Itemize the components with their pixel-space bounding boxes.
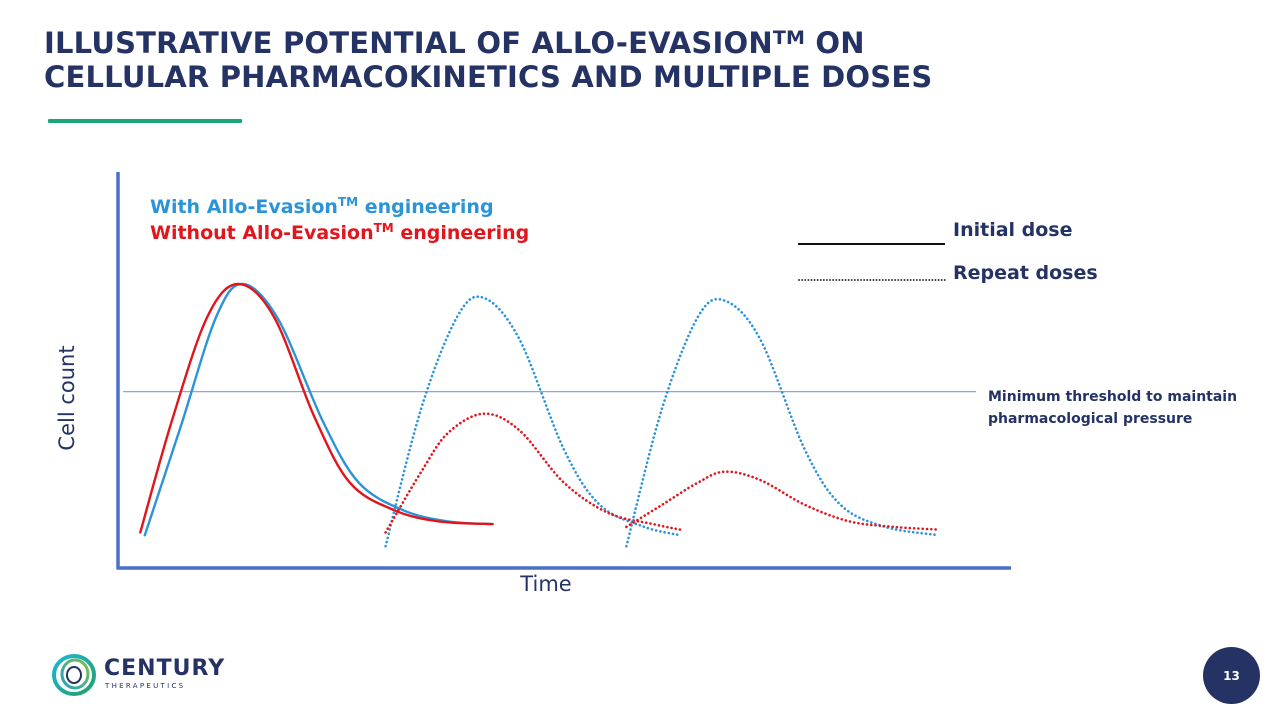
series-line-with-allo-evasion-repeat-1 bbox=[384, 295, 682, 548]
line-style-legend-label-initial: Initial dose bbox=[953, 219, 1073, 241]
title-line-2: CELLULAR PHARMACOKINETICS AND MULTIPLE D… bbox=[44, 60, 933, 94]
x-axis-label: Time bbox=[519, 572, 571, 596]
series-line-with-allo-evasion-initial bbox=[143, 282, 494, 537]
page-number-badge: 13 bbox=[1203, 647, 1260, 704]
threshold-label-line-1: Minimum threshold to maintain bbox=[988, 389, 1237, 405]
title-trademark: TM bbox=[772, 27, 806, 49]
legend-entry-1: With Allo-EvasionTM engineering bbox=[150, 195, 494, 218]
line-style-legend-label-repeat: Repeat doses bbox=[953, 262, 1098, 284]
threshold-label-line-2: pharmacological pressure bbox=[988, 411, 1192, 427]
legend-entry-2: Without Allo-EvasionTM engineering bbox=[150, 221, 529, 244]
series-line-without-allo-evasion-repeat-1 bbox=[384, 412, 682, 534]
logo-subtitle: THERAPEUTICS bbox=[105, 682, 186, 690]
series-line-with-allo-evasion-repeat-2 bbox=[625, 297, 940, 548]
series-line-without-allo-evasion-initial bbox=[139, 282, 494, 534]
page-number: 13 bbox=[1223, 668, 1240, 683]
y-axis-label: Cell count bbox=[55, 345, 79, 450]
century-therapeutics-logo: CENTURY THERAPEUTICS bbox=[50, 651, 240, 701]
title-line-1: ILLUSTRATIVE POTENTIAL OF ALLO-EVASIONTM… bbox=[44, 26, 865, 60]
slide-title: ILLUSTRATIVE POTENTIAL OF ALLO-EVASIONTM… bbox=[44, 26, 932, 94]
logo-name: CENTURY bbox=[104, 656, 226, 681]
series-line-without-allo-evasion-repeat-2 bbox=[625, 470, 940, 531]
century-logo-mark-icon bbox=[52, 654, 96, 696]
title-accent-rule bbox=[48, 119, 242, 123]
